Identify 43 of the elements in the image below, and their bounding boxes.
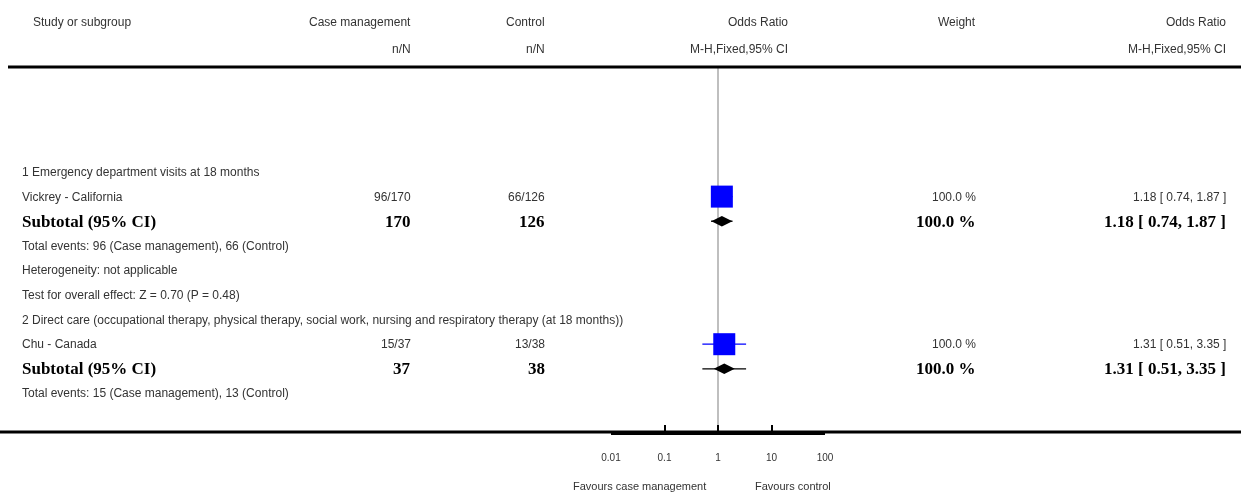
y-tick-label: Test for overall effect: Z = 0.70 (P = 0.48) — [22, 288, 240, 302]
x-tick-label: 1 — [715, 452, 722, 463]
text: Weight — [938, 15, 976, 29]
text: 1.31 [ 0.51, 3.35 ] — [1104, 359, 1226, 378]
text: 38 — [528, 359, 545, 378]
y-tick-label: 2 Direct care (occupational therapy, physical therapy, social work, nursing and respiratory therapy (at 18 months)) — [22, 313, 624, 327]
text: 100.0 % — [916, 359, 976, 378]
y-tick-label: 1 Emergency department visits at 18 months — [22, 165, 260, 179]
y-tick-label: Heterogeneity: not applicable — [22, 263, 178, 277]
y-tick-label: Total events: 15 (Case management), 13 (Control) — [22, 386, 289, 400]
x-tick-label: 0.1 — [657, 452, 672, 463]
text: Favours case management — [573, 480, 707, 492]
text: 66/126 — [508, 190, 546, 204]
text: 15/37 — [381, 337, 412, 351]
y-tick-label: Chu - Canada — [22, 337, 98, 351]
text: 126 — [519, 212, 545, 231]
text: 1.18 [ 0.74, 1.87 ] — [1104, 212, 1226, 231]
text: 37 — [393, 359, 411, 378]
text: 170 — [385, 212, 411, 231]
text: Odds Ratio — [728, 15, 789, 29]
text: M-H,Fixed,95% CI — [1128, 42, 1227, 56]
text: 96/170 — [374, 190, 412, 204]
y-tick-label: Total events: 96 (Case management), 66 (Control) — [22, 239, 289, 253]
text: 100.0 % — [932, 190, 977, 204]
x-tick-label: 10 — [765, 452, 778, 463]
text: M-H,Fixed,95% CI — [690, 42, 789, 56]
text: 1.18 [ 0.74, 1.87 ] — [1133, 190, 1227, 204]
text: 100.0 % — [916, 212, 976, 231]
text: Study or subgroup — [33, 15, 132, 29]
y-tick-label: Subtotal (95% CI) — [22, 359, 157, 378]
text: 100.0 % — [932, 337, 977, 351]
text: 13/38 — [515, 337, 546, 351]
y-tick-label: Subtotal (95% CI) — [22, 212, 157, 231]
y-tick-label: Vickrey - California — [22, 190, 123, 204]
text: Control — [506, 15, 545, 29]
text: n/N — [392, 42, 411, 56]
text: 1.31 [ 0.51, 3.35 ] — [1133, 337, 1227, 351]
text: Odds Ratio — [1166, 15, 1227, 29]
x-tick-label: 100 — [816, 452, 834, 463]
text: Case management — [309, 15, 412, 29]
text: Favours control — [755, 480, 831, 492]
text: n/N — [526, 42, 545, 56]
x-tick-label: 0.01 — [601, 452, 622, 463]
